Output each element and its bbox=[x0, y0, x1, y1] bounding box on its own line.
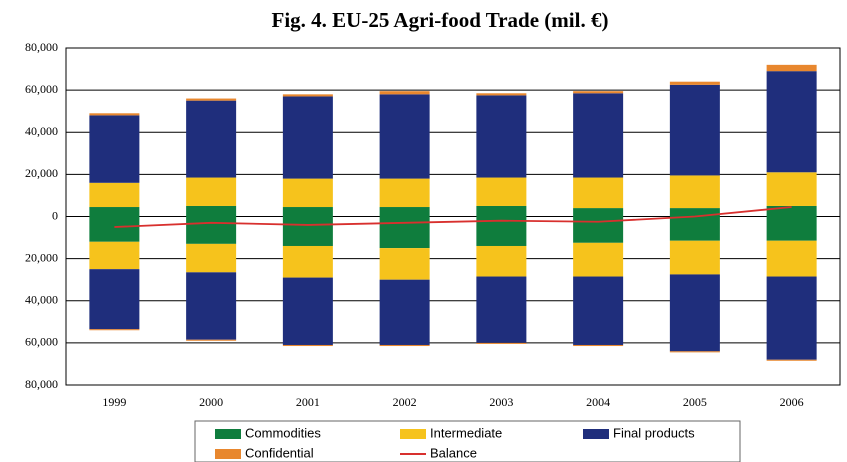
bar-segment bbox=[766, 71, 817, 173]
bar-segment bbox=[186, 100, 237, 178]
bar-segment bbox=[282, 96, 333, 179]
bar-segment bbox=[766, 205, 817, 217]
y-tick-label: 80,000 bbox=[25, 377, 58, 391]
bar-segment bbox=[379, 344, 430, 347]
bar-segment bbox=[89, 113, 140, 116]
legend-label: Confidential bbox=[245, 445, 314, 460]
bar-segment bbox=[89, 115, 140, 183]
legend-swatch bbox=[583, 429, 609, 439]
bar-segment bbox=[379, 91, 430, 95]
bar-segment bbox=[476, 95, 527, 178]
bar-segment bbox=[669, 274, 720, 352]
bar-segment bbox=[669, 175, 720, 209]
bar-segment bbox=[573, 344, 624, 347]
x-tick-label: 2001 bbox=[296, 395, 320, 409]
bar-segment bbox=[669, 240, 720, 275]
bar-segment bbox=[282, 277, 333, 345]
legend-swatch bbox=[215, 449, 241, 459]
bar-segment bbox=[282, 216, 333, 246]
bar-segment bbox=[89, 329, 140, 331]
y-tick-label: 40,000 bbox=[25, 124, 58, 138]
bar-segment bbox=[573, 276, 624, 345]
bar-segment bbox=[766, 172, 817, 206]
bar-segment bbox=[669, 351, 720, 353]
bar-segment bbox=[379, 279, 430, 345]
y-tick-label: 60,000 bbox=[25, 335, 58, 349]
legend-label: Final products bbox=[613, 425, 695, 440]
bar-segment bbox=[766, 216, 817, 241]
bar-segment bbox=[476, 342, 527, 344]
bar-segment bbox=[476, 177, 527, 206]
x-tick-label: 2004 bbox=[586, 395, 610, 409]
bar-segment bbox=[669, 81, 720, 85]
bar-segment bbox=[766, 359, 817, 361]
bar-segment bbox=[766, 240, 817, 277]
bar-segment bbox=[89, 216, 140, 242]
bar-segment bbox=[186, 272, 237, 340]
bar-segment bbox=[282, 344, 333, 347]
bar-segment bbox=[766, 64, 817, 72]
x-tick-label: 2002 bbox=[393, 395, 417, 409]
balance-line bbox=[114, 206, 792, 228]
bar-segment bbox=[669, 208, 720, 217]
bar-segment bbox=[379, 178, 430, 208]
bar-segment bbox=[186, 177, 237, 206]
bar-segment bbox=[669, 216, 720, 241]
bar-segment bbox=[476, 245, 527, 277]
bar-segment bbox=[89, 207, 140, 217]
bar-segment bbox=[573, 177, 624, 209]
bar-segment bbox=[89, 241, 140, 270]
legend-swatch bbox=[400, 429, 426, 439]
x-tick-label: 2006 bbox=[780, 395, 804, 409]
bar-segment bbox=[573, 208, 624, 217]
bar-segment bbox=[379, 216, 430, 249]
x-tick-label: 2003 bbox=[489, 395, 513, 409]
chart-title: Fig. 4. EU-25 Agri-food Trade (mil. €) bbox=[272, 8, 609, 32]
y-tick-label: 40,000 bbox=[25, 293, 58, 307]
bar-segment bbox=[186, 339, 237, 341]
legend-swatch bbox=[215, 429, 241, 439]
bar-segment bbox=[379, 94, 430, 179]
bar-segment bbox=[282, 207, 333, 217]
bar-segment bbox=[573, 242, 624, 277]
bar-segment bbox=[282, 178, 333, 208]
bar-segment bbox=[766, 276, 817, 360]
legend-box bbox=[194, 420, 741, 462]
y-tick-label: 80,000 bbox=[25, 40, 58, 54]
x-tick-label: 2000 bbox=[199, 395, 223, 409]
bar-segment bbox=[186, 205, 237, 217]
legend-label: Intermediate bbox=[430, 425, 502, 440]
y-tick-label: 60,000 bbox=[25, 82, 58, 96]
bar-segment bbox=[669, 84, 720, 176]
bar-segment bbox=[89, 182, 140, 208]
bar-segment bbox=[282, 94, 333, 97]
bar-segment bbox=[186, 243, 237, 273]
bar-segment bbox=[282, 245, 333, 278]
bar-segment bbox=[186, 98, 237, 101]
bar-segment bbox=[379, 207, 430, 217]
x-tick-label: 1999 bbox=[102, 395, 126, 409]
bar-segment bbox=[476, 93, 527, 96]
bar-segment bbox=[573, 93, 624, 178]
legend-label: Balance bbox=[430, 445, 477, 460]
bar-segment bbox=[573, 91, 624, 94]
bar-segment bbox=[186, 216, 237, 244]
legend-label: Commodities bbox=[245, 425, 321, 440]
bar-segment bbox=[476, 276, 527, 343]
y-tick-label: 0 bbox=[52, 208, 58, 222]
y-tick-label: 20,000 bbox=[25, 250, 58, 264]
bar-segment bbox=[379, 248, 430, 280]
y-tick-label: 20,000 bbox=[25, 166, 58, 180]
x-tick-label: 2005 bbox=[683, 395, 707, 409]
bar-segment bbox=[89, 269, 140, 330]
bar-segment bbox=[476, 205, 527, 217]
